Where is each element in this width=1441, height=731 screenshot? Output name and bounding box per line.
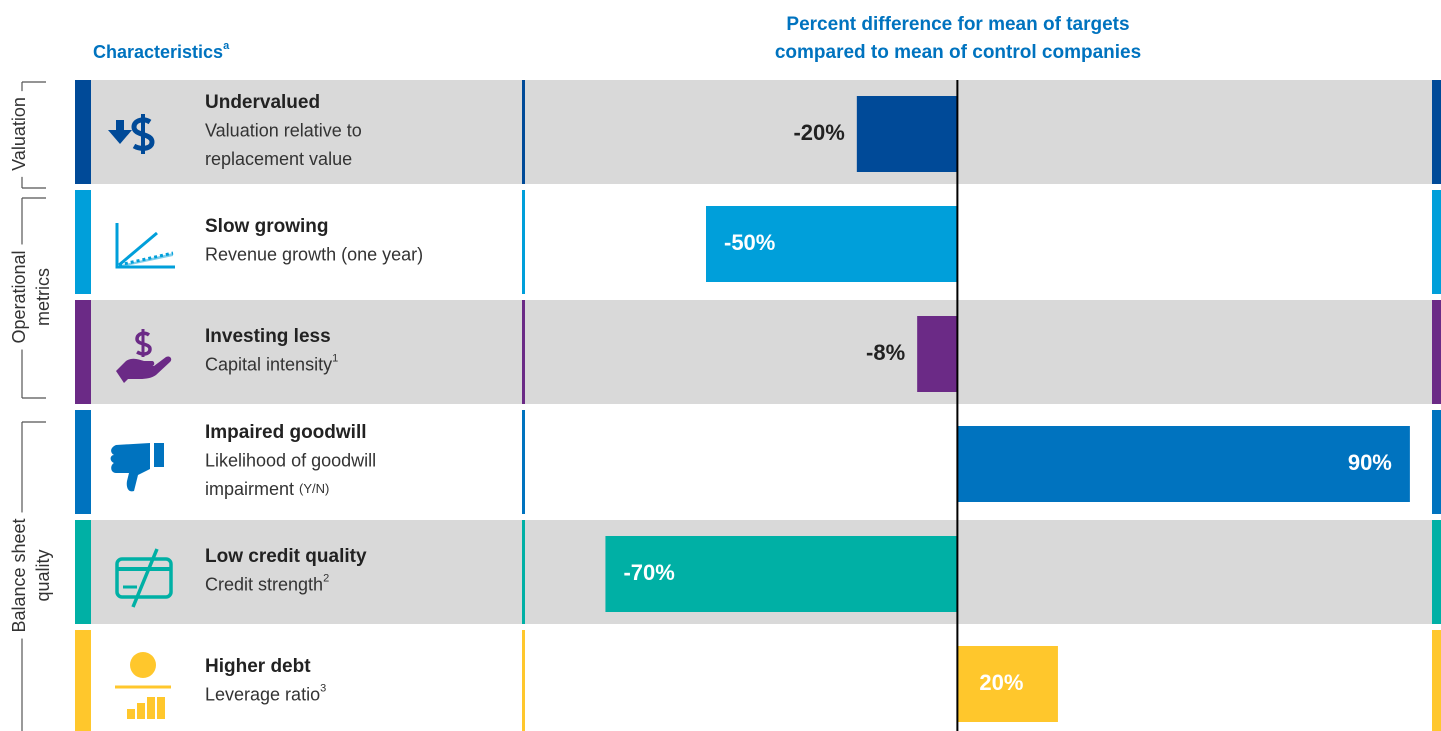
value-label: 20%: [979, 670, 1023, 695]
group-label: metrics: [33, 268, 53, 326]
value-label: -8%: [866, 340, 905, 365]
row-background: [75, 80, 1441, 184]
category-description: Revenue growth (one year): [205, 244, 423, 264]
value-label: -70%: [623, 560, 674, 585]
category-description: replacement value: [205, 149, 352, 169]
category-description: Leverage ratio3: [205, 682, 326, 704]
row-backgrounds: [75, 80, 1441, 731]
row-strip: [75, 630, 91, 731]
category-description: impairment (Y/N): [205, 479, 329, 499]
category-description: Capital intensity1: [205, 352, 338, 374]
chart-title: Percent difference for mean of targets: [786, 14, 1129, 35]
category-name: Impaired goodwill: [205, 422, 367, 443]
description-text: Credit strength: [205, 574, 323, 594]
description-text: Leverage ratio: [205, 684, 320, 704]
row-strip-right: [1432, 630, 1441, 731]
bar: [957, 426, 1410, 502]
description-note: 3: [320, 682, 326, 694]
bar: [605, 536, 958, 612]
description-text: Revenue growth (one year): [205, 244, 423, 264]
row-strip-right: [1432, 80, 1441, 184]
category-name: Undervalued: [205, 92, 320, 113]
row-strip: [75, 190, 91, 294]
row-divider: [522, 300, 525, 404]
value-label: -50%: [724, 230, 775, 255]
column-header-note: a: [223, 40, 230, 52]
row-strip: [75, 80, 91, 184]
description-text: Likelihood of goodwill: [205, 450, 376, 470]
row-strip-right: [1432, 300, 1441, 404]
row-strip-right: [1432, 520, 1441, 624]
value-label: 90%: [1348, 450, 1392, 475]
description-text: replacement value: [205, 149, 352, 169]
category-description: Likelihood of goodwill: [205, 450, 376, 470]
category-description: Credit strength2: [205, 572, 329, 594]
category-name: Low credit quality: [205, 546, 367, 567]
row-divider: [522, 630, 525, 731]
bar: [856, 96, 958, 172]
description-text: impairment: [205, 479, 294, 499]
row-background: [75, 300, 1441, 404]
row-strip: [75, 300, 91, 404]
bar: [957, 646, 1058, 722]
row-divider: [522, 80, 525, 184]
icon-investing-less: [116, 329, 172, 383]
bar: [706, 206, 958, 282]
icon-slow-growing: [115, 223, 175, 269]
row-strip-right: [1432, 410, 1441, 514]
row-divider: [522, 410, 525, 514]
category-name: Higher debt: [205, 656, 311, 677]
row-divider: [522, 190, 525, 294]
group-label: Balance sheet: [9, 518, 29, 632]
category-name: Slow growing: [205, 216, 329, 237]
column-header: Characteristicsa: [93, 40, 230, 62]
icon-higher-debt: [115, 652, 171, 719]
description-note: 2: [323, 572, 329, 584]
row-strip: [75, 520, 91, 624]
row-strip: [75, 410, 91, 514]
column-header-text: Characteristics: [93, 42, 223, 62]
category-name: Investing less: [205, 326, 331, 347]
description-text: Valuation relative to: [205, 120, 362, 140]
category-description: Valuation relative to: [205, 120, 362, 140]
icon-low-credit-quality: [115, 548, 173, 608]
foreground: -20% Undervalued Valuation relative to repl…: [9, 80, 1410, 731]
icon-undervalued: [108, 114, 155, 154]
description-text: Capital intensity: [205, 354, 332, 374]
group-label: Operational: [9, 250, 29, 343]
group-label: Valuation: [9, 97, 29, 171]
row-strip-right: [1432, 190, 1441, 294]
icon-impaired-goodwill: [110, 443, 164, 492]
group-label: quality: [33, 549, 53, 601]
chart-title: compared to mean of control companies: [775, 42, 1141, 63]
description-suffix: (Y/N): [299, 481, 329, 496]
description-note: 1: [332, 352, 338, 364]
row-divider: [522, 520, 525, 624]
icons: [108, 114, 175, 719]
bar: [917, 316, 958, 392]
value-label: -20%: [793, 120, 844, 145]
